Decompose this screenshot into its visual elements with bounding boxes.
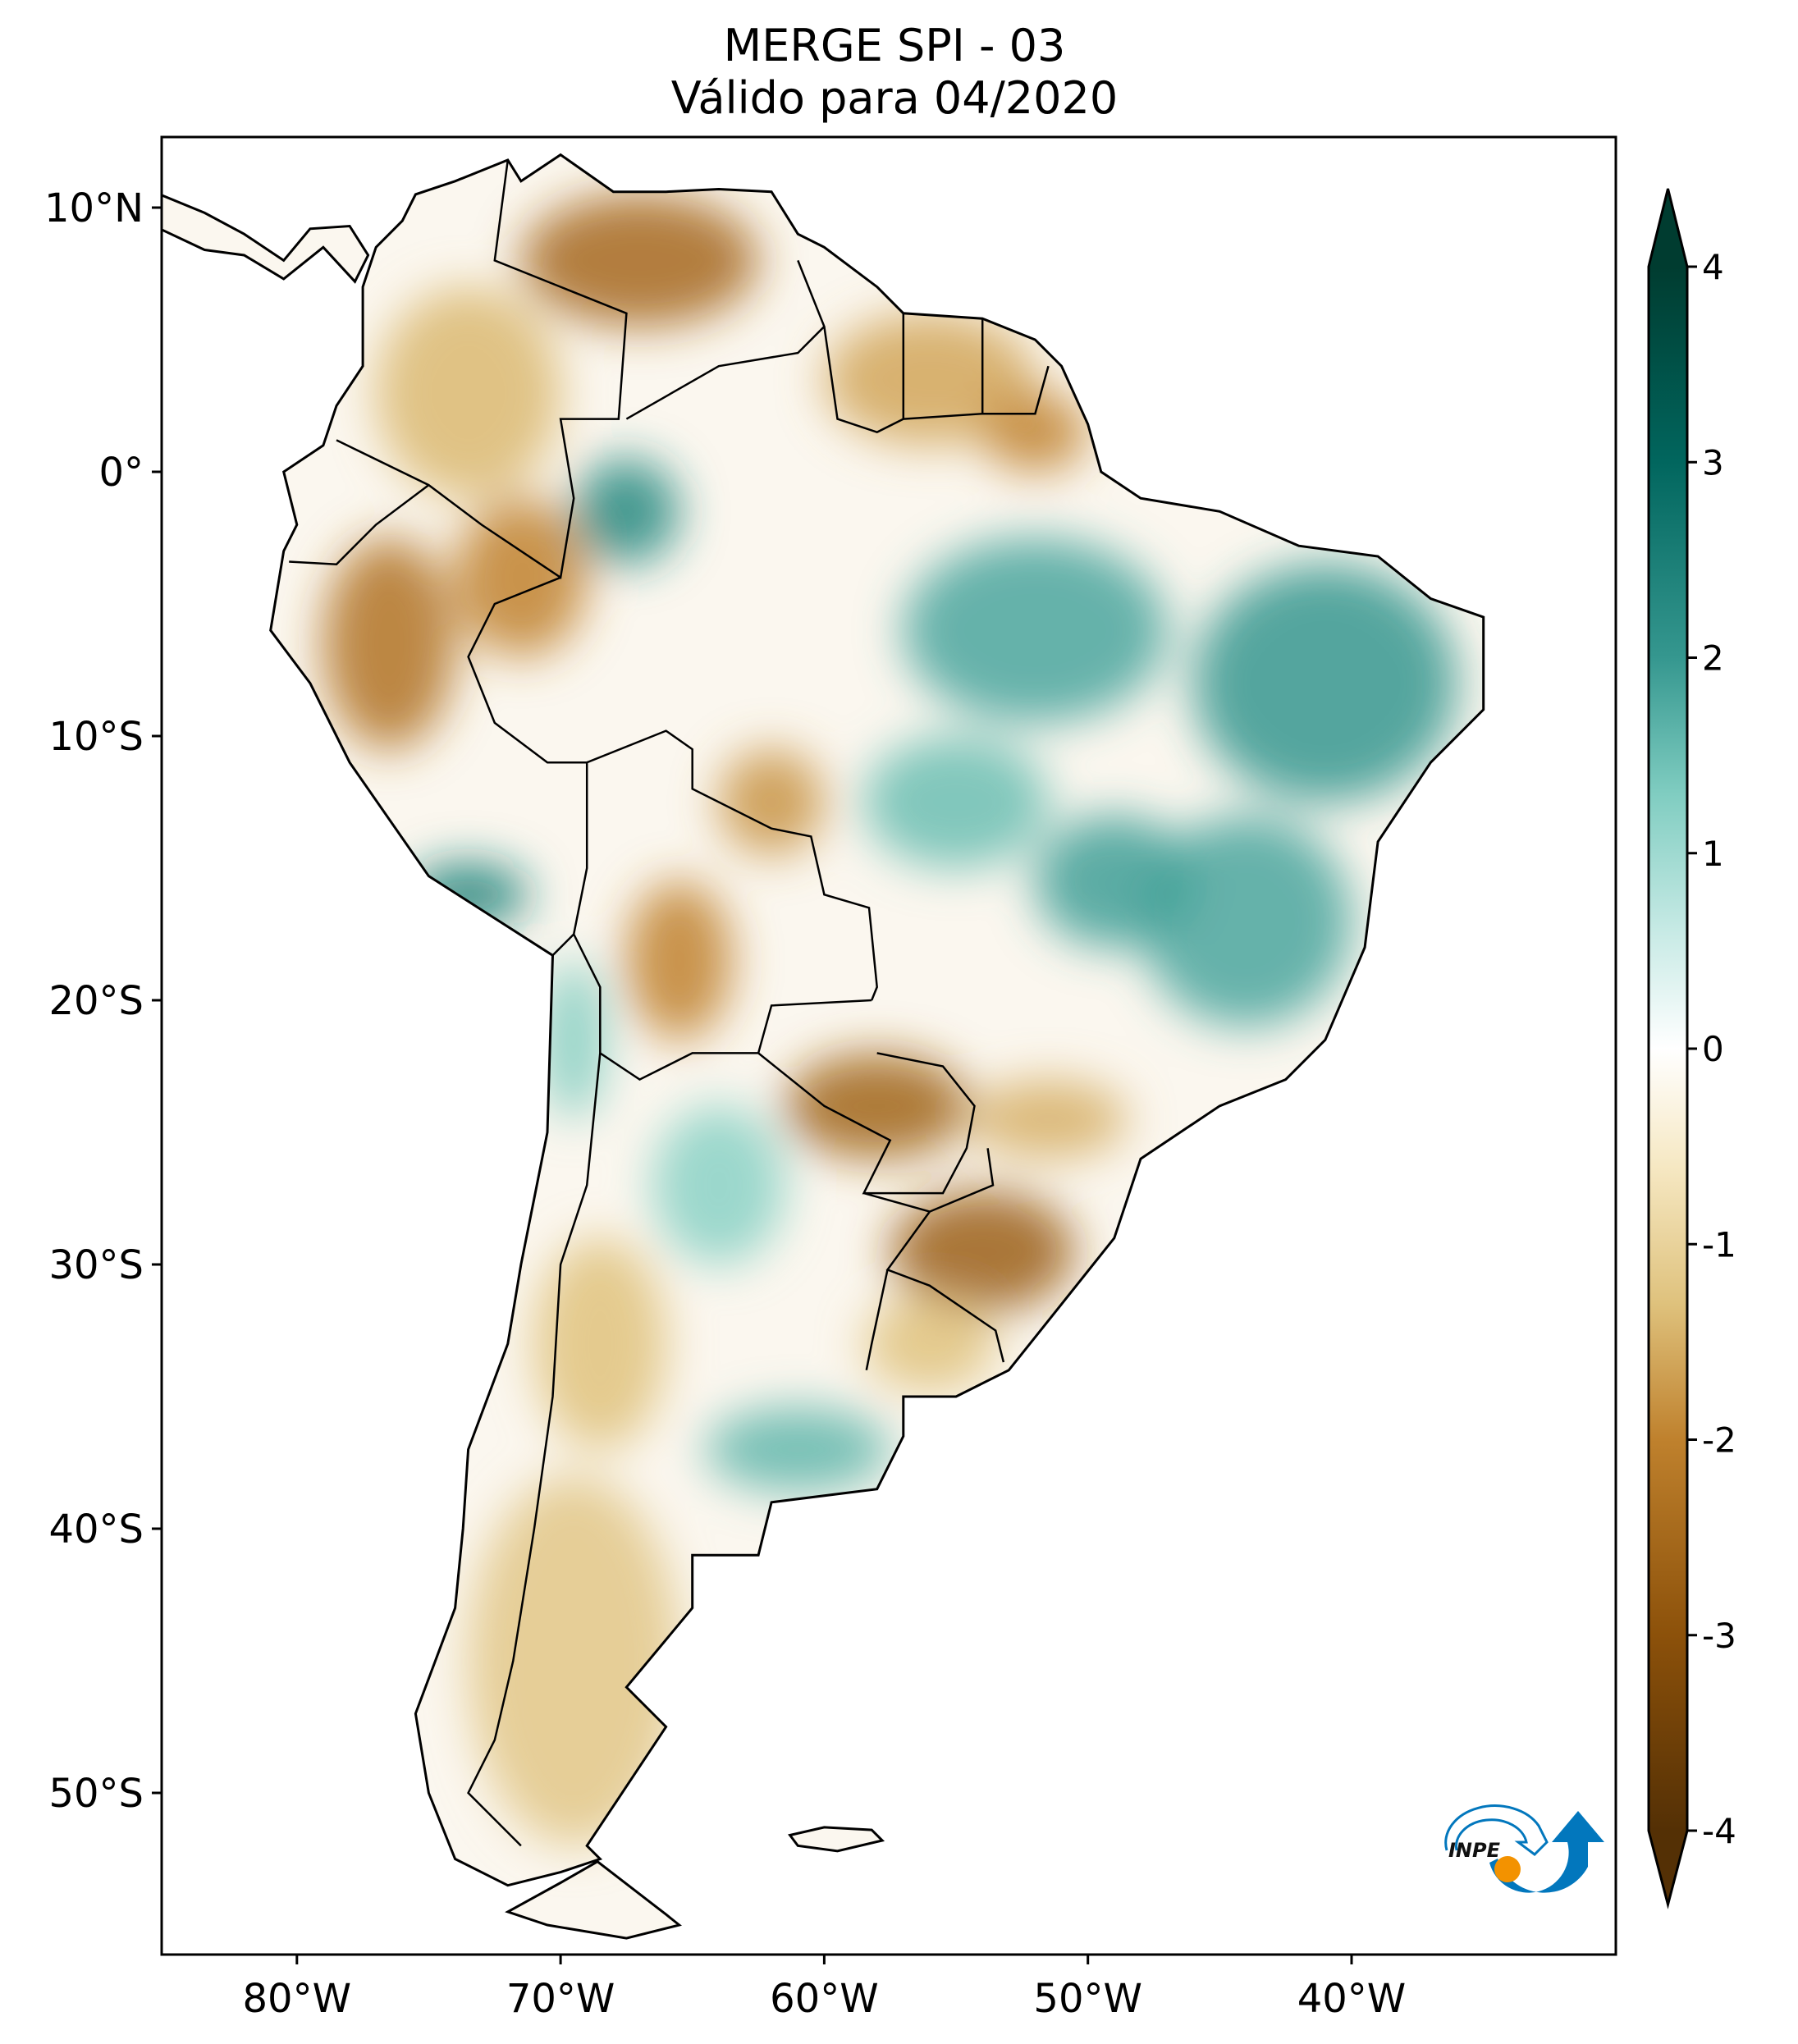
anomaly-region-minas-gerais xyxy=(1140,815,1352,1027)
logo-text: INPE xyxy=(1448,1839,1501,1862)
x-tick-label: 70°W xyxy=(506,1976,615,2022)
y-tick-label: 10°S xyxy=(48,714,144,760)
anomaly-region-peru-north xyxy=(323,537,455,750)
land-fill xyxy=(162,154,1484,1939)
anomaly-region-para xyxy=(903,537,1168,723)
anomaly-region-parana xyxy=(969,1079,1128,1159)
anomaly-region-venezuela xyxy=(520,194,759,327)
x-tick-label: 50°W xyxy=(1033,1976,1142,2022)
anomaly-region-bolivia xyxy=(626,881,732,1040)
anomaly-region-mato-grosso xyxy=(863,736,1049,868)
x-tick-label: 60°W xyxy=(770,1976,879,2022)
colorbar-tick-label: -1 xyxy=(1702,1224,1736,1264)
anomaly-region-rio-grande-do-sul xyxy=(890,1190,1075,1312)
y-tick-label: 10°N xyxy=(44,185,144,231)
y-tick-label: 40°S xyxy=(48,1507,144,1552)
anomaly-region-goias xyxy=(1035,815,1194,948)
country-borders xyxy=(289,159,1050,1847)
colorbar-tick-label: 0 xyxy=(1702,1029,1724,1069)
colorbar-tick-label: -4 xyxy=(1702,1811,1736,1851)
chart-title: MERGE SPI - 03 xyxy=(723,20,1066,71)
colorbar-tick-label: 2 xyxy=(1702,638,1724,679)
colorbar-tick-label: 4 xyxy=(1702,247,1724,287)
colorbar-tick-label: -3 xyxy=(1702,1616,1736,1656)
anomaly-region-brazil-northeast xyxy=(1193,564,1457,803)
y-tick-label: 0° xyxy=(98,450,144,496)
colorbar-extend-min xyxy=(1649,1831,1687,1905)
x-tick-label: 40°W xyxy=(1297,1976,1407,2022)
anomaly-region-amapa xyxy=(982,392,1088,472)
colorbar-gradient xyxy=(1649,267,1687,1831)
y-tick-label: 30°S xyxy=(48,1242,144,1288)
anomaly-region-paraguay xyxy=(785,1053,970,1159)
colorbar: 4 3 2 1 0 -1 -2 -3 -4 xyxy=(1647,188,1736,1909)
y-tick-label: 50°S xyxy=(48,1771,144,1817)
x-tick-label: 80°W xyxy=(243,1976,352,2022)
anomaly-region-uruguay xyxy=(863,1296,996,1392)
anomaly-region-chaco xyxy=(652,1105,785,1264)
anomaly-region-chile-north xyxy=(542,960,606,1119)
y-tick-label: 20°S xyxy=(48,978,144,1024)
colorbar-tick-label: 3 xyxy=(1702,442,1724,482)
anomaly-region-patagonia xyxy=(468,1475,679,1846)
anomaly-region-buenos-aires xyxy=(705,1406,890,1492)
chart-subtitle: Válido para 04/2020 xyxy=(670,72,1119,124)
map-frame xyxy=(160,135,1617,1956)
inpe-logo: INPE xyxy=(1444,1804,1604,1893)
anomaly-region-peru-amazon xyxy=(455,498,588,657)
colorbar-tick-label: -2 xyxy=(1702,1420,1736,1461)
colorbar-tick-label: 1 xyxy=(1702,834,1724,874)
anomaly-region-amazonas-west xyxy=(574,458,679,565)
colorbar-extend-max xyxy=(1649,189,1687,267)
anomaly-region-cuyo xyxy=(533,1237,666,1450)
anomaly-region-rondonia xyxy=(718,749,825,855)
anomaly-region-colombia xyxy=(376,286,561,499)
coastline xyxy=(162,153,1485,1940)
